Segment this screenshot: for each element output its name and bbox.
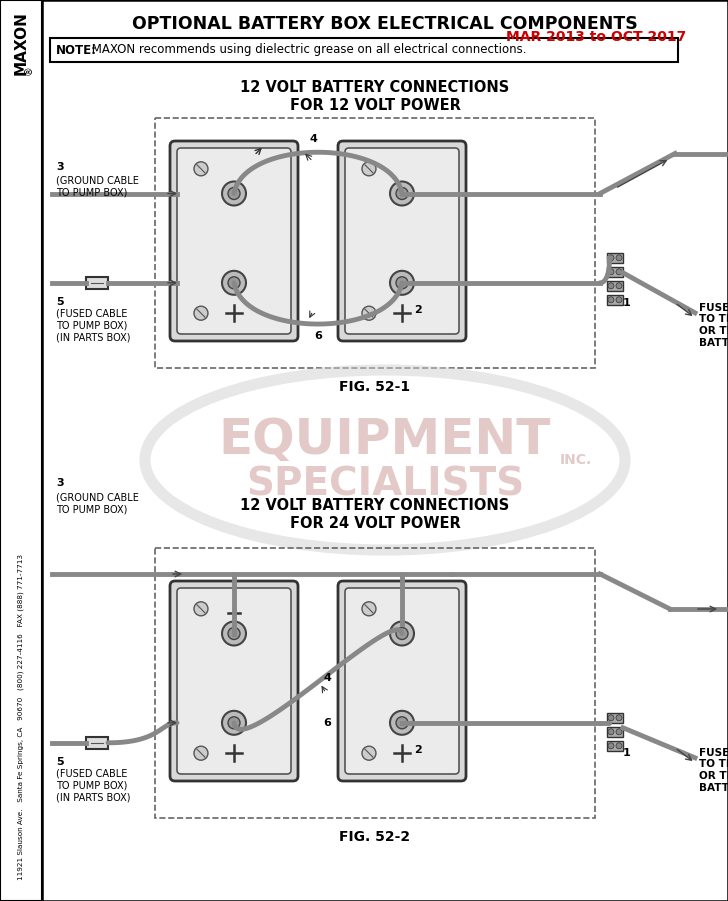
Text: 5: 5 — [56, 296, 63, 307]
Text: (FUSED CABLE
TO PUMP BOX)
(IN PARTS BOX): (FUSED CABLE TO PUMP BOX) (IN PARTS BOX) — [56, 309, 130, 342]
Circle shape — [194, 746, 208, 760]
Circle shape — [390, 271, 414, 295]
Text: 2: 2 — [414, 745, 422, 755]
Circle shape — [222, 711, 246, 735]
Circle shape — [228, 277, 240, 289]
Circle shape — [608, 742, 614, 749]
Text: 6: 6 — [323, 718, 331, 728]
Circle shape — [390, 711, 414, 735]
Circle shape — [616, 729, 622, 735]
Text: (-) BATTERY CABLE
TO COMMON
GROUND: (-) BATTERY CABLE TO COMMON GROUND — [727, 569, 728, 602]
Circle shape — [616, 283, 622, 289]
Bar — [607, 267, 623, 277]
Text: FIG. 52-1: FIG. 52-1 — [339, 380, 411, 394]
Text: MAXON recommends using dielectric grease on all electrical connections.: MAXON recommends using dielectric grease… — [88, 43, 526, 57]
Circle shape — [222, 181, 246, 205]
FancyBboxPatch shape — [170, 141, 298, 341]
Circle shape — [608, 296, 614, 303]
Circle shape — [608, 729, 614, 735]
FancyBboxPatch shape — [177, 588, 291, 774]
Text: FIG. 52-2: FIG. 52-2 — [339, 830, 411, 844]
Circle shape — [608, 268, 614, 275]
Bar — [607, 741, 623, 751]
Text: FOR 24 VOLT POWER: FOR 24 VOLT POWER — [290, 516, 460, 531]
Text: SPECIALISTS: SPECIALISTS — [246, 466, 524, 504]
Circle shape — [396, 187, 408, 199]
Circle shape — [608, 714, 614, 721]
Text: 12 VOLT BATTERY CONNECTIONS: 12 VOLT BATTERY CONNECTIONS — [240, 80, 510, 95]
FancyBboxPatch shape — [338, 141, 466, 341]
Circle shape — [222, 622, 246, 645]
Bar — [607, 727, 623, 737]
FancyBboxPatch shape — [177, 148, 291, 334]
Bar — [155, 118, 595, 368]
Circle shape — [222, 271, 246, 295]
Text: 12 VOLT BATTERY CONNECTIONS: 12 VOLT BATTERY CONNECTIONS — [240, 498, 510, 513]
Circle shape — [362, 602, 376, 615]
Bar — [607, 713, 623, 723]
Text: (GROUND CABLE
TO PUMP BOX): (GROUND CABLE TO PUMP BOX) — [56, 176, 139, 197]
Circle shape — [228, 187, 240, 199]
Circle shape — [616, 296, 622, 303]
Circle shape — [616, 742, 622, 749]
Circle shape — [362, 306, 376, 320]
Text: 1: 1 — [623, 748, 630, 758]
Circle shape — [390, 181, 414, 205]
Circle shape — [362, 746, 376, 760]
Text: OPTIONAL BATTERY BOX ELECTRICAL COMPONENTS: OPTIONAL BATTERY BOX ELECTRICAL COMPONEN… — [132, 15, 638, 33]
Circle shape — [194, 162, 208, 176]
Text: (-) BATTERY CABLE
TO COMMON
GROUND: (-) BATTERY CABLE TO COMMON GROUND — [727, 139, 728, 172]
Bar — [155, 548, 595, 818]
Circle shape — [194, 602, 208, 615]
Circle shape — [228, 627, 240, 640]
FancyBboxPatch shape — [170, 581, 298, 781]
Circle shape — [396, 717, 408, 729]
Text: ®: ® — [24, 65, 34, 75]
Bar — [607, 253, 623, 263]
Text: 1: 1 — [623, 298, 630, 308]
Bar — [50, 38, 678, 62]
Text: 4: 4 — [323, 673, 331, 683]
Circle shape — [390, 622, 414, 645]
Text: 5: 5 — [56, 757, 63, 767]
Text: EQUIPMENT: EQUIPMENT — [219, 416, 551, 464]
Circle shape — [396, 277, 408, 289]
Text: MAR 2013 to OCT 2017: MAR 2013 to OCT 2017 — [506, 30, 686, 44]
Text: 3: 3 — [56, 478, 63, 488]
Text: 2: 2 — [414, 305, 422, 314]
Bar — [0, 0, 42, 901]
Text: 3: 3 — [56, 161, 63, 171]
Text: FUSED CABLE
TO TRUCK
OR TRACTOR
BATTERY: FUSED CABLE TO TRUCK OR TRACTOR BATTERY — [699, 303, 728, 348]
Text: FUSED CABLE
TO TRUCK
OR TRACTOR
BATTERY: FUSED CABLE TO TRUCK OR TRACTOR BATTERY — [699, 748, 728, 793]
Text: (FUSED CABLE
TO PUMP BOX)
(IN PARTS BOX): (FUSED CABLE TO PUMP BOX) (IN PARTS BOX) — [56, 769, 130, 802]
Bar — [607, 281, 623, 291]
Text: INC.: INC. — [560, 453, 593, 467]
FancyBboxPatch shape — [345, 148, 459, 334]
Text: 4: 4 — [309, 133, 317, 143]
Text: 6: 6 — [314, 331, 322, 341]
Circle shape — [228, 717, 240, 729]
Circle shape — [616, 268, 622, 275]
Bar — [86, 277, 108, 289]
Text: (GROUND CABLE
TO PUMP BOX): (GROUND CABLE TO PUMP BOX) — [56, 493, 139, 514]
Text: NOTE:: NOTE: — [56, 43, 97, 57]
Circle shape — [362, 162, 376, 176]
Text: MAXON: MAXON — [14, 11, 28, 75]
Text: FOR 12 VOLT POWER: FOR 12 VOLT POWER — [290, 98, 460, 113]
Circle shape — [616, 255, 622, 260]
Circle shape — [396, 627, 408, 640]
Circle shape — [608, 283, 614, 289]
FancyBboxPatch shape — [338, 581, 466, 781]
Bar — [86, 737, 108, 749]
Bar — [607, 295, 623, 305]
Text: 11921 Slauson Ave.   Santa Fe Springs, CA   90670   (800) 227-4116   FAX (888) 7: 11921 Slauson Ave. Santa Fe Springs, CA … — [17, 554, 24, 880]
Circle shape — [616, 714, 622, 721]
Circle shape — [194, 306, 208, 320]
FancyBboxPatch shape — [345, 588, 459, 774]
Circle shape — [608, 255, 614, 260]
